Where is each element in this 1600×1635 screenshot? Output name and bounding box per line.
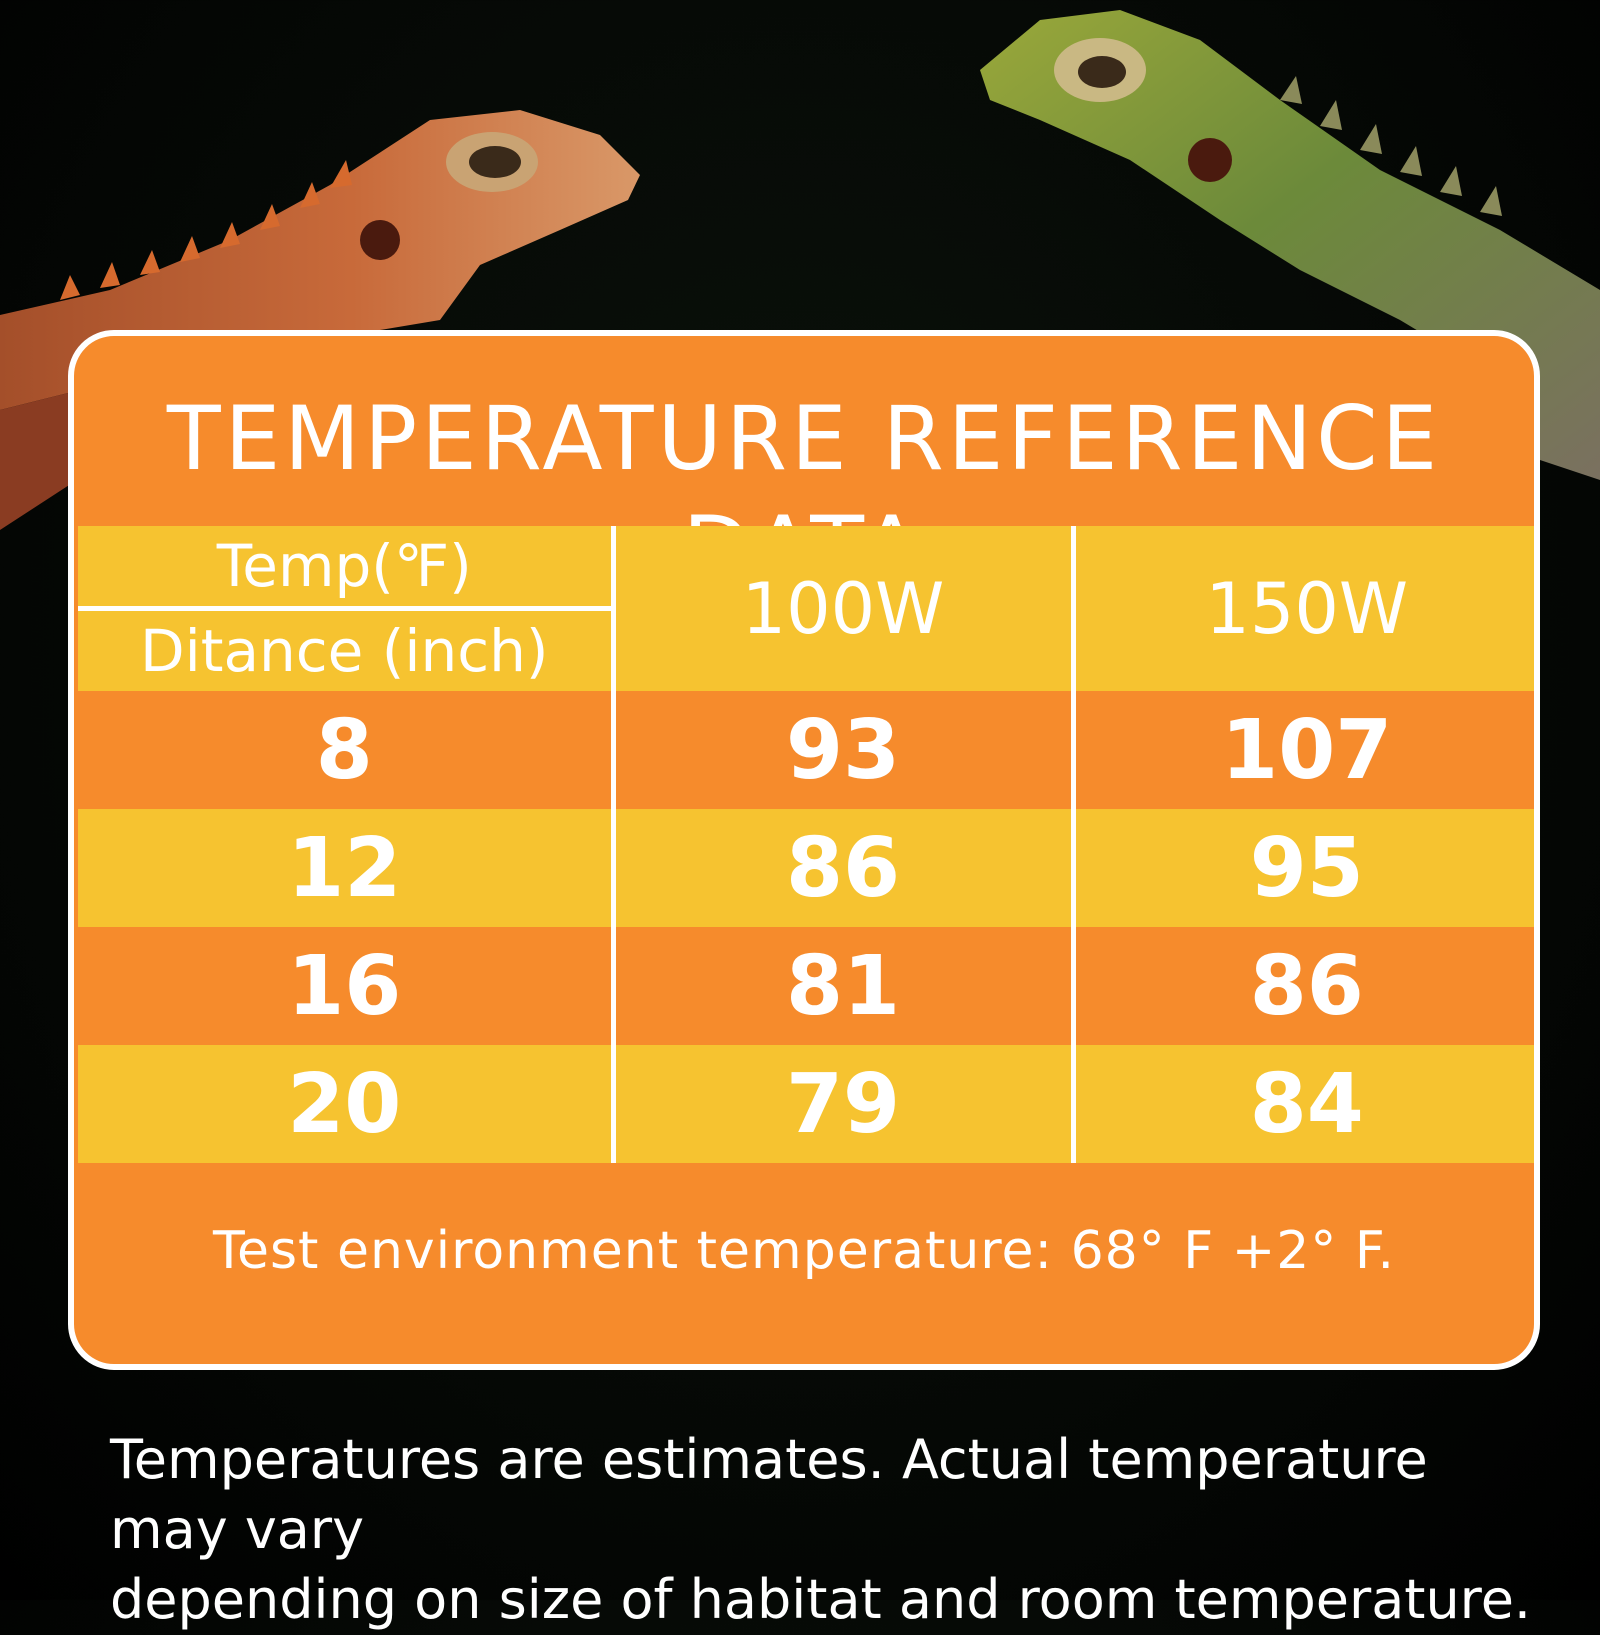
disclaimer-text: Temperatures are estimates. Actual tempe…: [110, 1425, 1550, 1635]
temp-150w-cell: 86: [1070, 927, 1534, 1045]
distance-cell: 12: [78, 809, 613, 927]
temp-100w-cell: 86: [610, 809, 1073, 927]
disclaimer-line-1: Temperatures are estimates. Actual tempe…: [110, 1428, 1428, 1561]
temp-150w-cell: 95: [1070, 809, 1534, 927]
temperature-card: TEMPERATURE REFERENCE DATA Temp(℉) Ditan…: [68, 330, 1540, 1370]
temp-100w-cell: 79: [610, 1045, 1073, 1163]
disclaimer-line-2: depending on size of habitat and room te…: [110, 1568, 1532, 1631]
distance-cell: 20: [78, 1045, 613, 1163]
table-row: 20 79 84: [78, 1045, 1534, 1163]
temperature-table: Temp(℉) Ditance (inch) 100W 150W 8 93 10…: [78, 526, 1534, 1163]
test-environment-note: Test environment temperature: 68° F +2° …: [213, 1221, 1395, 1281]
temp-150w-cell: 107: [1070, 691, 1534, 809]
table-row: 8 93 107: [78, 691, 1534, 809]
temp-unit-label: Temp(℉): [78, 526, 611, 611]
temp-100w-cell: 81: [610, 927, 1073, 1045]
green-lizard-image: [980, 10, 1600, 480]
temp-150w-cell: 84: [1070, 1045, 1534, 1163]
header-corner-cell: Temp(℉) Ditance (inch): [78, 526, 613, 691]
column-header-100w: 100W: [610, 526, 1073, 691]
table-row: 12 86 95: [78, 809, 1534, 927]
table-row: 16 81 86: [78, 927, 1534, 1045]
table-header-row: Temp(℉) Ditance (inch) 100W 150W: [78, 526, 1534, 691]
distance-label: Ditance (inch): [139, 617, 549, 685]
column-header-150w: 150W: [1070, 526, 1534, 691]
distance-cell: 8: [78, 691, 613, 809]
distance-cell: 16: [78, 927, 613, 1045]
temp-100w-cell: 93: [610, 691, 1073, 809]
card-title: TEMPERATURE REFERENCE DATA: [166, 387, 1442, 600]
